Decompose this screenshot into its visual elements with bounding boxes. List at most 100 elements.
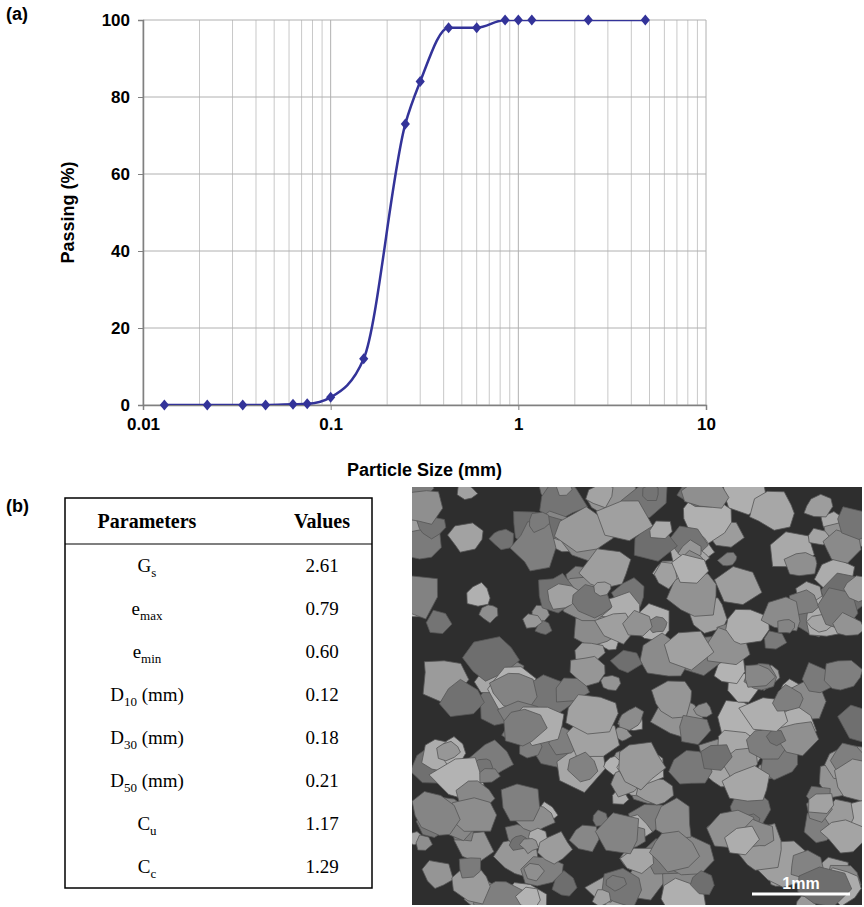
table-cell: 2.61 [305, 555, 338, 576]
grain [804, 494, 833, 517]
grain [765, 631, 787, 649]
y-grid-line [143, 251, 706, 252]
grain [566, 695, 618, 734]
data-point [444, 22, 453, 33]
minor-grid-line [649, 20, 650, 405]
symbol: D [110, 727, 124, 748]
grain [412, 576, 438, 619]
minor-grid-line [476, 20, 477, 405]
grain [489, 529, 514, 549]
minor-grid-line [631, 20, 632, 405]
tick-mark [706, 405, 707, 410]
tick: 10 [697, 405, 716, 434]
grain [693, 702, 712, 717]
grain [619, 742, 666, 790]
grain [412, 491, 443, 525]
table-cell: 0.12 [305, 684, 338, 705]
minor-grid-line [322, 20, 323, 405]
grain [701, 745, 732, 771]
table-cell: emin [133, 641, 162, 666]
table-cell: D10 (mm) [110, 684, 184, 709]
symbol: C [137, 813, 150, 834]
grain [610, 650, 642, 672]
grain [722, 766, 770, 801]
minor-grid-line [274, 20, 275, 405]
grain [586, 487, 613, 508]
grain [643, 487, 658, 501]
tick: 0 [121, 396, 143, 415]
y-grid-line [143, 174, 706, 175]
tick-mark [138, 20, 143, 21]
grain [718, 552, 737, 565]
grain [439, 679, 484, 716]
panel-label: (b) [6, 496, 29, 516]
grain [479, 605, 498, 623]
tick-mark [331, 405, 332, 410]
panel-label: (a) [6, 4, 28, 24]
table-cell: D30 (mm) [110, 727, 184, 752]
data-point [501, 14, 510, 25]
data-point [160, 399, 169, 410]
tick: 100 [102, 11, 143, 30]
data-point [359, 353, 368, 364]
grain [422, 861, 453, 889]
grain [592, 890, 610, 905]
table-border [65, 498, 372, 888]
sem-background [412, 487, 862, 905]
tick: 0.1 [319, 405, 343, 434]
grain [715, 567, 762, 605]
subscript: min [141, 651, 162, 666]
grain [523, 614, 543, 628]
data-point [288, 399, 297, 410]
grain [809, 794, 834, 814]
data-point [416, 76, 425, 87]
grain [570, 656, 605, 686]
grain [606, 875, 626, 891]
table-cell: 1.29 [305, 856, 338, 877]
axis-line [144, 406, 707, 411]
x-axis: 0.01 0.1 1 10 [127, 405, 716, 434]
data-point [203, 399, 212, 410]
grain [619, 707, 644, 731]
minor-grid-line [574, 20, 575, 405]
data-point [303, 398, 312, 409]
tick: 0.01 [127, 405, 160, 434]
grain [416, 835, 432, 850]
grain [726, 609, 770, 644]
symbol: e [132, 598, 140, 619]
table-cell: 0.79 [305, 598, 338, 619]
subscript: max [140, 608, 163, 623]
table-header-rule [65, 543, 372, 544]
tick-mark [138, 405, 143, 406]
x-grid-line [330, 20, 331, 405]
data-point [401, 118, 410, 129]
tick-label: 0.01 [127, 415, 160, 434]
tick-label: 1 [514, 415, 523, 434]
grain [530, 512, 550, 532]
table-cell: 0.21 [305, 770, 338, 791]
grain [773, 685, 804, 712]
grain [778, 620, 795, 634]
grain [519, 839, 538, 854]
data-point [584, 14, 593, 25]
table-header: Parameters [98, 510, 197, 532]
tick-label: 80 [111, 88, 130, 107]
minor-grid-line [607, 20, 608, 405]
tick-label: 40 [111, 242, 130, 261]
axis-line [138, 21, 144, 406]
grain [596, 501, 653, 541]
tick-label: 60 [111, 165, 130, 184]
marker-group [160, 14, 650, 410]
grain [835, 759, 863, 801]
table-cell: Cu [137, 813, 157, 838]
grain [652, 681, 692, 718]
grain [838, 705, 862, 744]
grain [426, 610, 452, 633]
x-axis-title: Particle Size (mm) [347, 460, 502, 480]
y-axis-title: Passing (%) [58, 161, 78, 263]
minor-grid-line [232, 20, 233, 405]
grain [745, 665, 775, 688]
grain [538, 831, 573, 864]
y-axis: 020406080100 [102, 11, 144, 415]
grain [824, 661, 862, 691]
